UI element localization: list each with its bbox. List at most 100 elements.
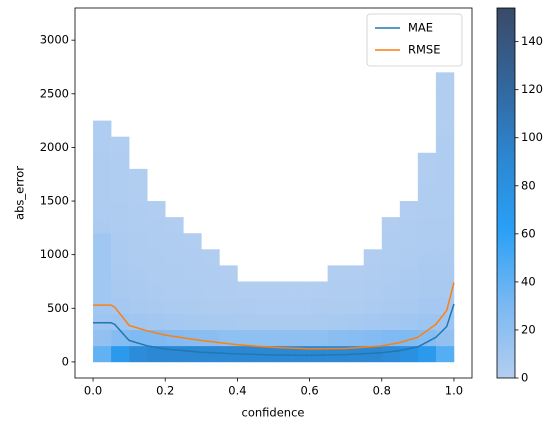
hist-cell	[417, 281, 437, 298]
axes-frame	[74, 7, 473, 379]
hist-cell	[291, 281, 310, 298]
hist-cell	[237, 281, 256, 298]
hist-cell	[363, 313, 383, 331]
hist-cell	[363, 345, 383, 363]
hist-cell	[93, 233, 112, 250]
hist-cell	[111, 168, 130, 186]
hist-cell	[435, 104, 455, 121]
hist-cell	[93, 120, 112, 137]
hist-cell	[165, 329, 184, 347]
colorbar-tick-label: 140	[521, 34, 543, 48]
hist-cell	[435, 152, 455, 170]
hist-cell	[165, 265, 184, 282]
hist-cell	[435, 329, 455, 347]
hist-cell	[183, 345, 202, 363]
hist-cell	[345, 297, 365, 314]
hist-cell	[183, 329, 202, 347]
hist-cell	[111, 297, 130, 314]
legend-box	[366, 13, 463, 67]
hist-cell	[417, 297, 437, 314]
hist-cell	[345, 265, 365, 282]
colorbar-tick-label: 20	[521, 322, 536, 336]
hist-cell	[93, 329, 112, 347]
hist-cell	[255, 281, 274, 298]
hist-cell	[129, 184, 148, 202]
hist-cell	[111, 281, 130, 298]
hist-cell	[417, 217, 437, 234]
hist-cell	[219, 297, 238, 314]
hist-cell	[327, 313, 346, 331]
hist-cell	[327, 329, 346, 347]
hist-cell	[309, 329, 328, 347]
hist-cell	[129, 297, 148, 314]
hist-cell	[183, 249, 202, 266]
hist-cell	[399, 313, 419, 331]
hist-cell	[417, 233, 437, 250]
hist-cell	[327, 265, 346, 282]
hist-cell	[165, 281, 184, 298]
hist-cell	[93, 168, 112, 186]
hist-cell	[399, 265, 419, 282]
hist-cell	[309, 281, 328, 298]
colorbar-tick-label: 40	[521, 274, 536, 288]
hist-cell	[93, 345, 112, 363]
hist-cell	[381, 281, 401, 298]
x-tick-label: 1.0	[445, 384, 463, 398]
hist-cell	[201, 265, 220, 282]
hist-cell	[111, 184, 130, 202]
hist-cell	[93, 217, 112, 234]
hist-cell	[165, 233, 184, 250]
hist-cell	[417, 313, 437, 331]
hist-cell	[327, 297, 346, 314]
hist-cell	[273, 329, 292, 347]
hist-cell	[417, 168, 437, 186]
hist-cell	[93, 201, 112, 218]
hist-cell	[381, 329, 401, 347]
hist-cell	[381, 297, 401, 314]
hist-cell	[417, 184, 437, 202]
hist-cell	[219, 329, 238, 347]
hist-cell	[435, 72, 455, 89]
hist-cell	[273, 313, 292, 331]
hist-cell	[309, 297, 328, 314]
hist-cell	[399, 217, 419, 234]
y-tick-label: 3000	[40, 33, 69, 47]
hist-cell	[147, 233, 166, 250]
hist-cell	[273, 297, 292, 314]
hist-cell	[381, 217, 401, 234]
hist-cell	[111, 152, 130, 170]
hist-cell	[111, 233, 130, 250]
hist-cell	[183, 297, 202, 314]
hist-cell	[363, 329, 383, 347]
hist-cell	[435, 345, 455, 363]
hist-cell	[381, 265, 401, 282]
hist-cell	[381, 345, 401, 363]
series-line	[93, 303, 455, 357]
hist-cell	[147, 201, 166, 218]
y-tick-label: 1000	[40, 247, 69, 261]
hist-cell	[129, 201, 148, 218]
y-tick-label: 1500	[40, 194, 69, 208]
hist-cell	[435, 281, 455, 298]
y-axis-label: abs_error	[13, 166, 27, 220]
hist-cell	[435, 136, 455, 154]
hist-cell	[93, 152, 112, 170]
hist-cell	[201, 297, 220, 314]
hist-cell	[255, 313, 274, 331]
hist-cell	[111, 201, 130, 218]
hist-cell	[129, 265, 148, 282]
hist-cell	[435, 265, 455, 282]
hist-cell	[399, 281, 419, 298]
hist-cell	[291, 329, 310, 347]
hist-cell	[93, 184, 112, 202]
hist-cell	[399, 201, 419, 218]
legend-label: RMSE	[408, 43, 440, 57]
hist-cell	[255, 297, 274, 314]
hist-cell	[363, 249, 383, 266]
hist-cell	[399, 249, 419, 266]
hist-cell	[237, 313, 256, 331]
hist-cell	[201, 313, 220, 331]
hist-cell	[147, 281, 166, 298]
hist-cell	[183, 313, 202, 331]
hist-cell	[399, 297, 419, 314]
